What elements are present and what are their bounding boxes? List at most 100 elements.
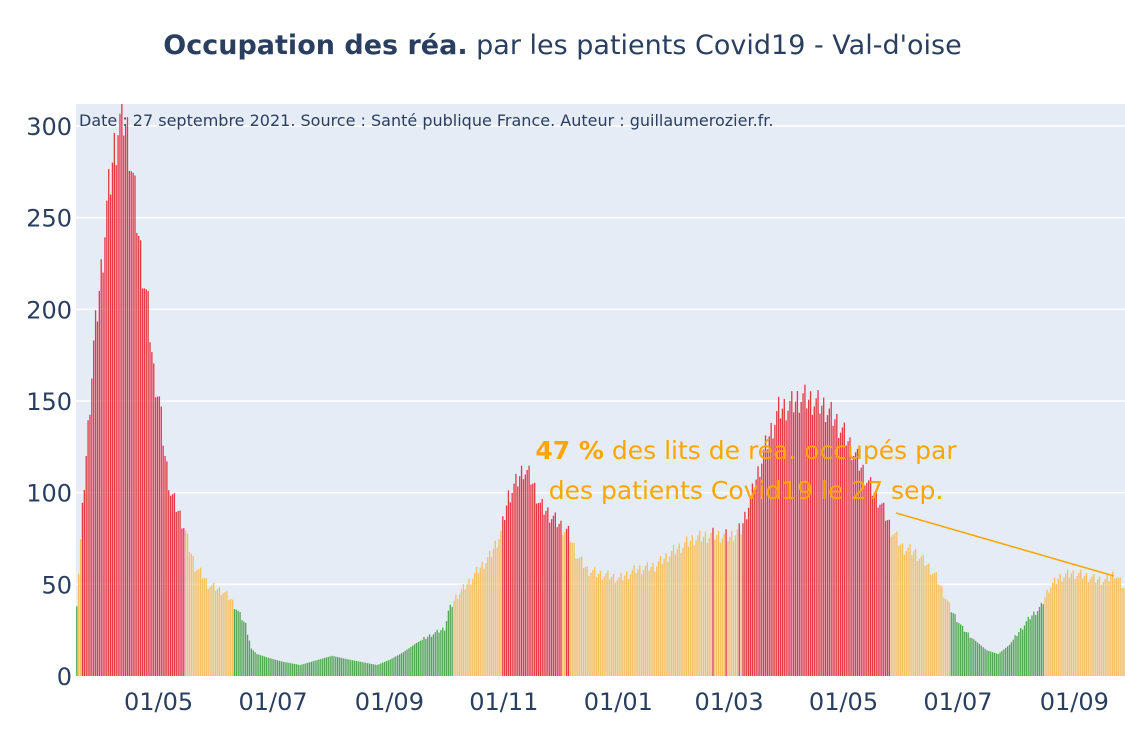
bar: [374, 664, 376, 676]
bar: [898, 546, 900, 676]
bar: [590, 572, 592, 676]
bar: [245, 622, 247, 676]
bar: [372, 664, 374, 676]
bar: [534, 482, 536, 676]
bar: [564, 531, 566, 676]
bar: [794, 401, 797, 676]
bar: [458, 594, 461, 676]
bar: [121, 104, 123, 676]
bar: [836, 413, 838, 676]
bar: [770, 422, 772, 676]
bar: [916, 561, 919, 676]
bar: [620, 572, 622, 676]
bar: [151, 352, 153, 676]
bar: [678, 543, 680, 676]
bar: [646, 562, 648, 676]
bar: [108, 169, 110, 677]
bar: [138, 236, 140, 676]
bar: [858, 470, 861, 676]
bar: [838, 437, 840, 676]
bar: [862, 464, 864, 676]
bar: [980, 645, 982, 676]
bar: [727, 541, 729, 676]
bar: [892, 534, 894, 676]
bar: [899, 544, 902, 676]
bar: [169, 495, 172, 676]
bar: [466, 584, 468, 676]
bar: [434, 632, 436, 676]
bar: [832, 425, 834, 676]
bar: [708, 537, 710, 676]
bar: [845, 445, 847, 676]
bar: [323, 657, 326, 676]
bar: [847, 441, 849, 676]
bar: [504, 520, 506, 676]
bar: [909, 543, 911, 676]
bar: [933, 572, 936, 676]
bar: [742, 523, 744, 676]
bar: [723, 533, 725, 676]
bar: [976, 642, 979, 676]
bar: [571, 542, 573, 676]
y-tick-label: 300: [26, 113, 72, 141]
bar: [353, 660, 356, 676]
bar: [1072, 570, 1074, 676]
bar: [676, 549, 678, 676]
bar: [485, 563, 487, 676]
bar: [183, 528, 185, 676]
bar: [717, 530, 720, 676]
bar: [537, 502, 540, 676]
bar: [625, 571, 628, 676]
bar: [1123, 588, 1125, 676]
bar: [391, 658, 393, 676]
bar: [918, 558, 921, 676]
bar: [1042, 604, 1044, 676]
bar: [312, 661, 314, 676]
bar: [823, 397, 825, 676]
bar: [331, 655, 333, 676]
bar: [1033, 611, 1035, 676]
bar: [903, 554, 906, 676]
annotation-line-1: 47 % des lits de réa. occupés par: [506, 431, 986, 471]
bar: [929, 574, 932, 676]
bar: [944, 598, 947, 676]
bar: [766, 449, 769, 676]
bar: [659, 555, 662, 676]
bar: [764, 435, 767, 676]
bar: [306, 662, 309, 676]
bar: [385, 661, 388, 676]
bar: [721, 538, 724, 676]
bar: [582, 568, 585, 676]
chart-title-bold: Occupation des réa.: [163, 30, 468, 61]
bar: [854, 452, 857, 676]
bar: [269, 658, 271, 676]
bar: [1083, 575, 1086, 676]
bar: [166, 461, 168, 676]
bar: [160, 406, 162, 676]
bar: [462, 584, 465, 676]
bar: [346, 659, 348, 676]
bar: [978, 644, 981, 676]
bar: [288, 662, 290, 676]
bar: [547, 507, 549, 676]
bar: [768, 436, 770, 676]
bar: [744, 511, 746, 676]
bar: [413, 644, 416, 676]
bar: [914, 549, 917, 676]
bar: [1095, 582, 1097, 676]
bar: [640, 573, 643, 676]
bar: [648, 570, 650, 676]
x-tick-label: 01/09: [1040, 688, 1109, 716]
bar: [359, 661, 361, 676]
bar: [826, 415, 829, 676]
bar: [946, 600, 949, 676]
bar: [457, 599, 459, 676]
bar: [509, 502, 511, 676]
bar: [656, 566, 658, 676]
bar: [404, 650, 406, 676]
bar: [179, 510, 181, 676]
x-tick-label: 01/11: [469, 688, 538, 716]
bar: [130, 171, 132, 676]
bar: [716, 535, 718, 676]
bar: [1085, 573, 1088, 676]
